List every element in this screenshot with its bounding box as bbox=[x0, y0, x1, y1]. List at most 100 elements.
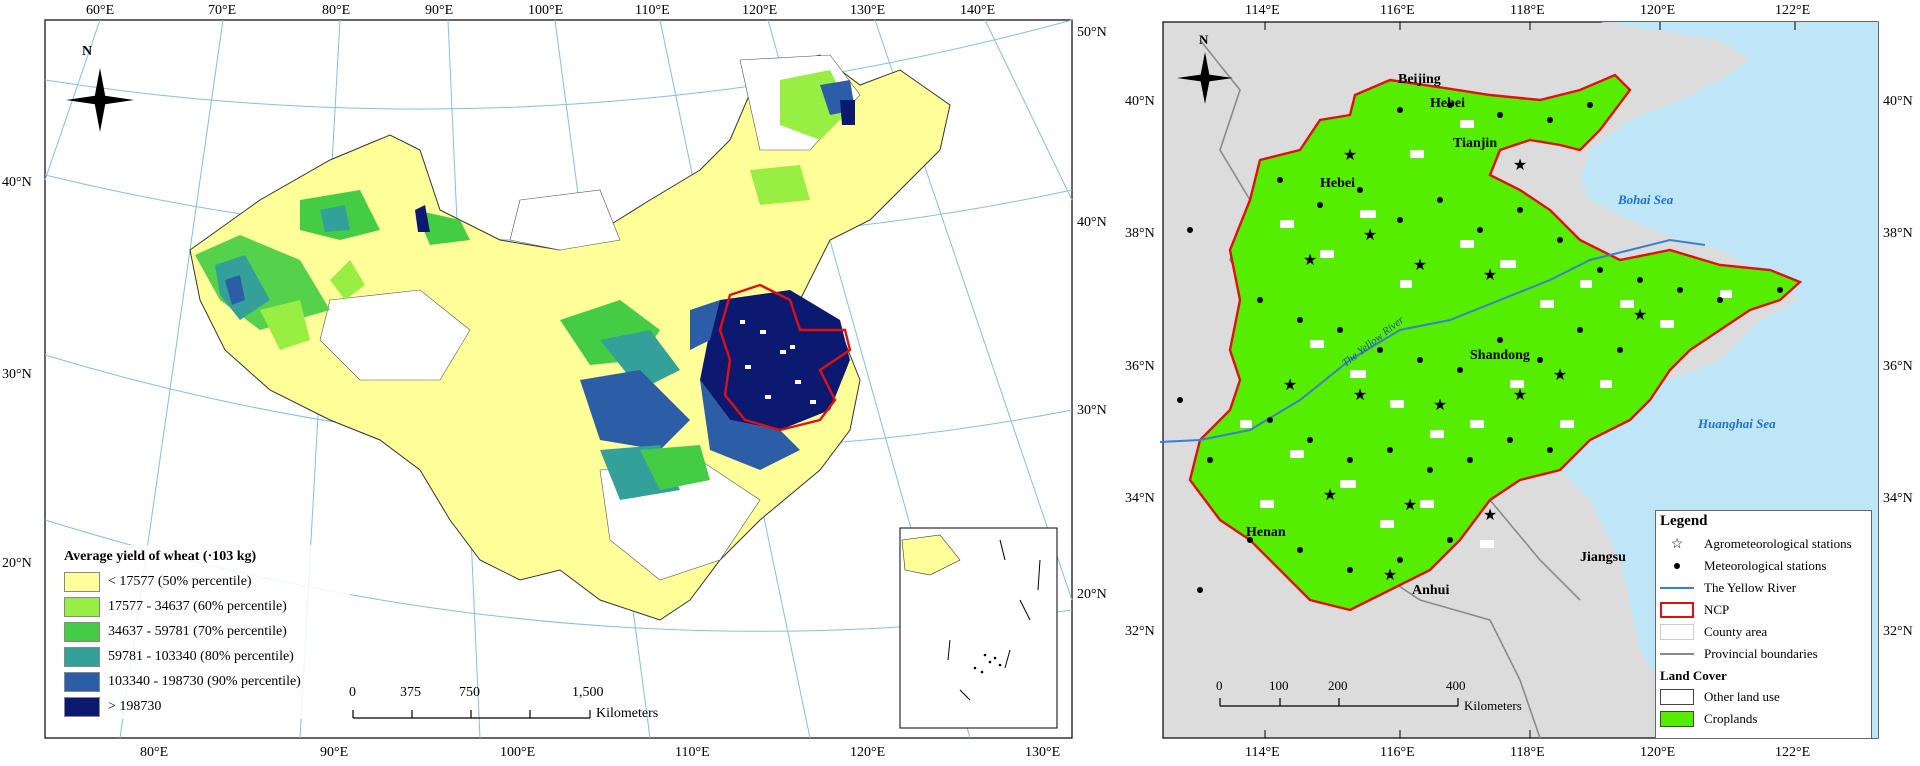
legend-label: Agrometeorological stations bbox=[1704, 536, 1852, 551]
lat-label: 38°N bbox=[1883, 226, 1913, 241]
north-label-left: N bbox=[82, 44, 93, 59]
svg-text:★: ★ bbox=[1633, 307, 1647, 324]
lon-label: 130°E bbox=[850, 3, 886, 18]
svg-text:★: ★ bbox=[1513, 157, 1527, 174]
yellow-river bbox=[1160, 238, 1706, 443]
lat-label: 34°N bbox=[1125, 491, 1155, 506]
legend-label: < 17577 (50% percentile) bbox=[108, 573, 252, 589]
legend-item: 59781 - 103340 (80% percentile) bbox=[60, 644, 350, 669]
legend-item: 34637 - 59781 (70% percentile) bbox=[60, 619, 350, 644]
legend-item: NCP bbox=[1656, 599, 1871, 621]
lon-label: 114°E bbox=[1245, 3, 1280, 18]
legend-swatch bbox=[64, 596, 100, 617]
lon-label: 122°E bbox=[1775, 745, 1811, 760]
legend-item: County area bbox=[1656, 621, 1871, 643]
lon-label: 116°E bbox=[1380, 3, 1415, 18]
legend-label: Croplands bbox=[1704, 711, 1758, 726]
legend-item: Croplands bbox=[1656, 708, 1871, 730]
legend-item: The Yellow River bbox=[1656, 577, 1871, 599]
lat-label: 20°N bbox=[1077, 587, 1107, 602]
ncp-cropland bbox=[1188, 73, 1803, 612]
lon-label: 122°E bbox=[1775, 3, 1811, 18]
yield-legend-title: Average yield of wheat (·103 kg) bbox=[64, 549, 257, 564]
lat-label: 34°N bbox=[1883, 491, 1913, 506]
lat-label: 32°N bbox=[1125, 624, 1155, 639]
legend-item: Other land use bbox=[1656, 686, 1871, 708]
lat-label: 50°N bbox=[1077, 25, 1107, 40]
lat-label: 38°N bbox=[1125, 226, 1155, 241]
scale-tick: 200 bbox=[1328, 678, 1348, 693]
svg-text:★: ★ bbox=[1343, 147, 1357, 164]
lon-label: 140°E bbox=[960, 3, 996, 18]
meteorological-stations bbox=[1177, 102, 1783, 593]
legend-item: 103340 - 198730 (90% percentile) bbox=[60, 669, 350, 694]
north-label-right: N bbox=[1199, 32, 1209, 47]
legend-label: 59781 - 103340 (80% percentile) bbox=[108, 648, 294, 664]
svg-text:★: ★ bbox=[1323, 487, 1337, 504]
place-label: Jiangsu bbox=[1580, 550, 1626, 565]
lat-label: 32°N bbox=[1883, 624, 1913, 639]
svg-text:★: ★ bbox=[1353, 387, 1367, 404]
place-label: Hebei bbox=[1320, 176, 1355, 191]
lon-label: 120°E bbox=[1640, 3, 1676, 18]
lon-label: 120°E bbox=[742, 3, 778, 18]
place-label: Beijing bbox=[1398, 72, 1441, 87]
lon-label: 110°E bbox=[635, 3, 670, 18]
svg-text:★: ★ bbox=[1413, 257, 1427, 274]
scale-tick: 400 bbox=[1446, 678, 1466, 693]
place-label: Anhui bbox=[1412, 583, 1450, 598]
north-arrow-right bbox=[1177, 52, 1233, 104]
lon-label: 120°E bbox=[1640, 745, 1676, 760]
province-line-icon bbox=[1660, 647, 1694, 661]
other-land-use-patches bbox=[1240, 120, 1732, 548]
lon-label: 100°E bbox=[528, 3, 564, 18]
legend-item: < 17577 (50% percentile) bbox=[60, 569, 350, 594]
scale-tick: 375 bbox=[400, 685, 421, 700]
legend-label: The Yellow River bbox=[1704, 580, 1797, 595]
legend-label: County area bbox=[1704, 624, 1768, 639]
ncp-boundary-icon bbox=[1660, 602, 1694, 618]
legend-swatch bbox=[64, 696, 100, 717]
legend-label: Other land use bbox=[1704, 689, 1780, 704]
scale-tick: 0 bbox=[1216, 678, 1223, 693]
legend-item: 17577 - 34637 (60% percentile) bbox=[60, 594, 350, 619]
sea-label: Bohai Sea bbox=[1618, 192, 1674, 207]
place-label: Shandong bbox=[1470, 348, 1530, 363]
lat-label: 40°N bbox=[2, 175, 32, 190]
legend-swatch bbox=[64, 646, 100, 667]
lon-label: 80°E bbox=[140, 745, 169, 760]
scale-tick: 0 bbox=[349, 685, 356, 700]
lat-label: 36°N bbox=[1883, 359, 1913, 374]
legend-swatch bbox=[1660, 689, 1694, 705]
lat-label: 36°N bbox=[1125, 359, 1155, 374]
dot-icon bbox=[1660, 559, 1694, 573]
svg-text:★: ★ bbox=[1403, 497, 1417, 514]
scale-bar-left bbox=[352, 710, 591, 719]
lon-label: 120°E bbox=[850, 745, 886, 760]
legend-item: Meteorological stations bbox=[1656, 555, 1871, 577]
north-arrow-left bbox=[66, 68, 134, 132]
legend-swatch bbox=[64, 621, 100, 642]
star-icon: ☆ bbox=[1670, 536, 1684, 552]
lat-label: 40°N bbox=[1125, 94, 1155, 109]
legend-label: 103340 - 198730 (90% percentile) bbox=[108, 673, 301, 689]
legend-title: Legend bbox=[1660, 513, 1708, 529]
lon-label: 118°E bbox=[1510, 745, 1545, 760]
place-label: Hebei bbox=[1430, 96, 1465, 111]
legend-swatch bbox=[64, 571, 100, 592]
svg-text:★: ★ bbox=[1383, 567, 1397, 584]
scale-tick: 100 bbox=[1269, 678, 1289, 693]
legend-label: 17577 - 34637 (60% percentile) bbox=[108, 598, 287, 614]
scale-unit: Kilometers bbox=[1464, 698, 1522, 713]
lat-label: 40°N bbox=[1077, 215, 1107, 230]
lon-label: 60°E bbox=[86, 3, 115, 18]
china-wheat-map bbox=[189, 54, 951, 621]
legend-label: Provincial boundaries bbox=[1704, 646, 1818, 661]
lon-label: 116°E bbox=[1380, 745, 1415, 760]
scale-tick: 1,500 bbox=[572, 685, 604, 700]
sea-label: Huanghai Sea bbox=[1698, 416, 1776, 431]
south-china-sea-inset bbox=[899, 527, 1058, 729]
lon-label: 90°E bbox=[425, 3, 454, 18]
place-label: Tianjin bbox=[1453, 136, 1498, 151]
legend-label: 34637 - 59781 (70% percentile) bbox=[108, 623, 287, 639]
